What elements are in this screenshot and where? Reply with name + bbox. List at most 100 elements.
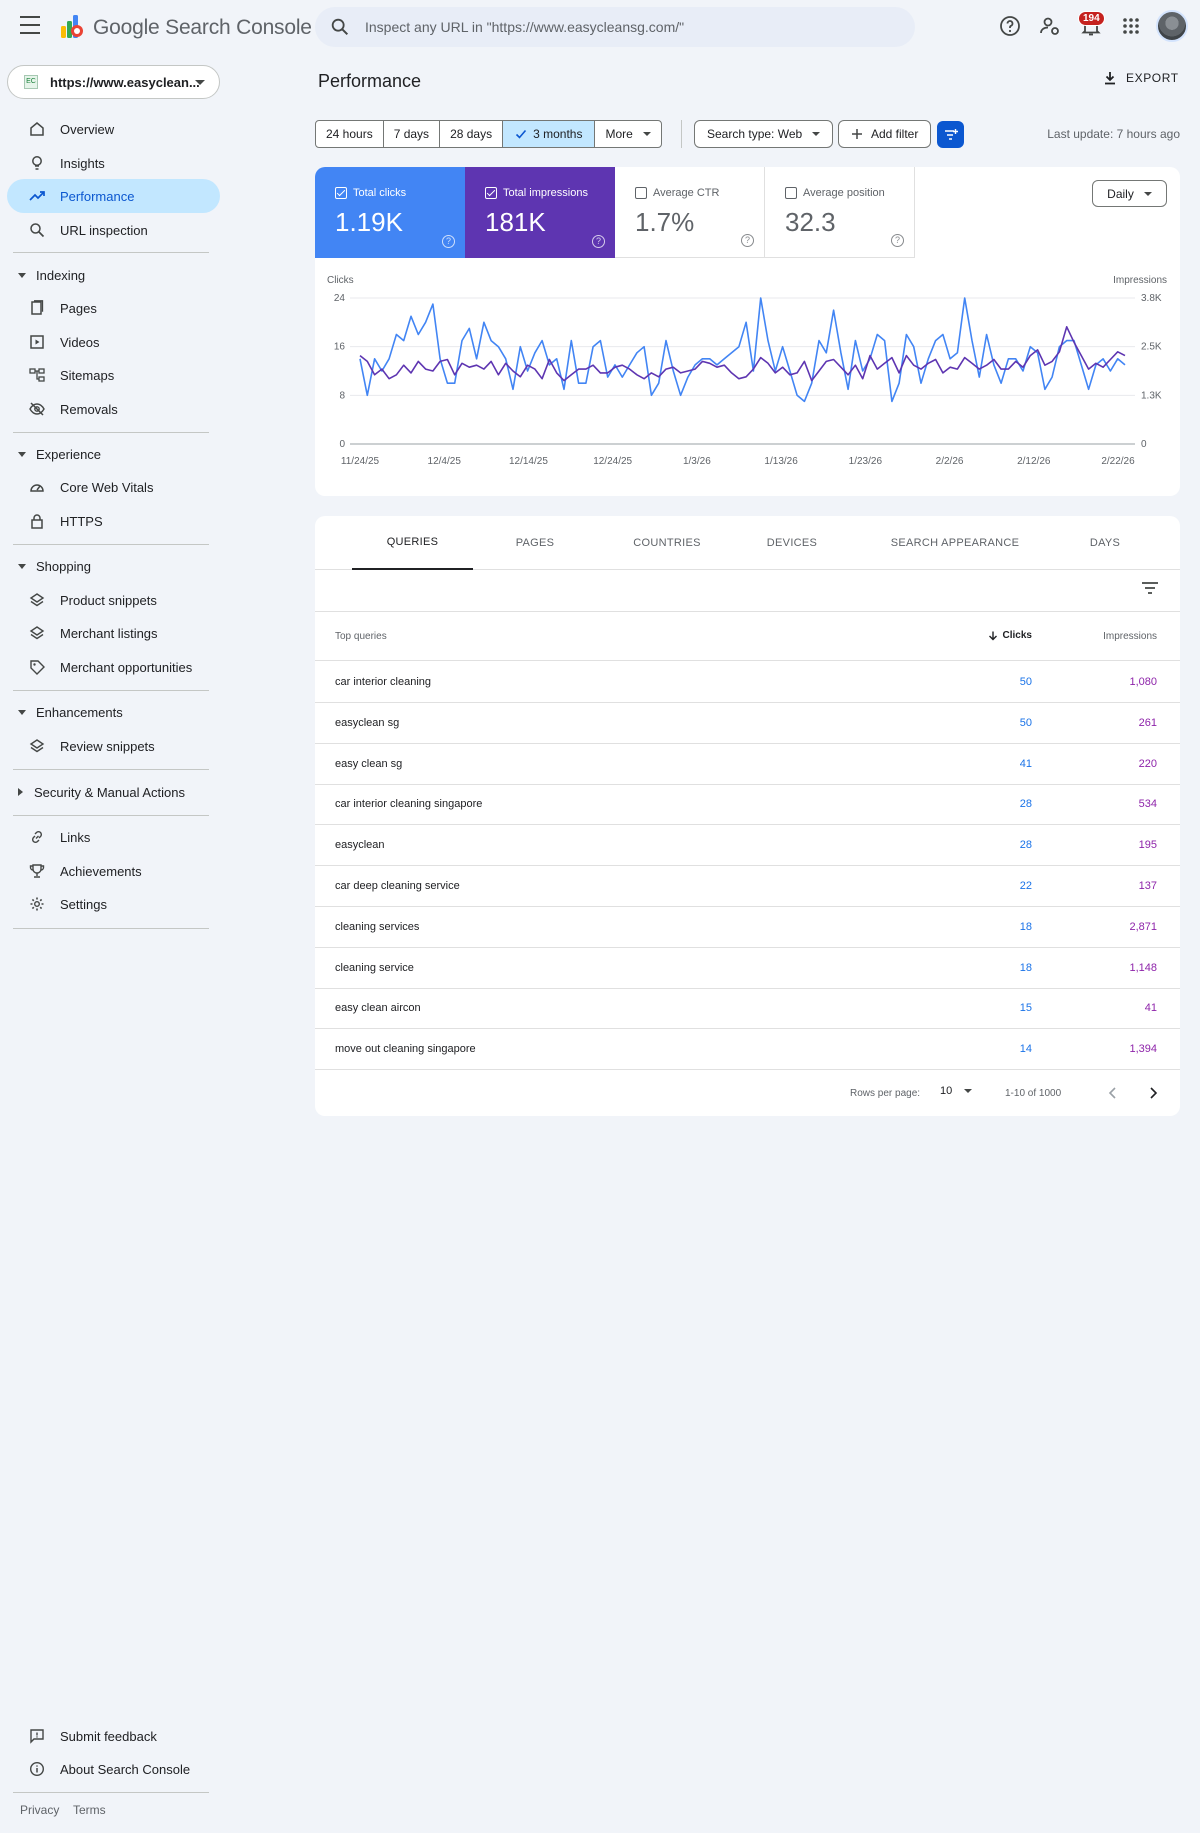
- search-type-filter[interactable]: Search type: Web: [694, 120, 834, 148]
- metric-average-ctr[interactable]: Average CTR 1.7% ?: [615, 167, 765, 258]
- table-row[interactable]: easyclean sg 50 261: [315, 703, 1180, 744]
- export-button[interactable]: EXPORT: [1102, 70, 1179, 86]
- section-experience[interactable]: Experience: [18, 442, 101, 466]
- help-icon[interactable]: ?: [891, 234, 904, 247]
- main-menu-icon[interactable]: [20, 16, 40, 34]
- nav-merchant-listings[interactable]: Merchant listings: [7, 616, 220, 650]
- column-impressions-header[interactable]: Impressions: [1103, 631, 1157, 642]
- chevron-down-icon: [1143, 191, 1152, 196]
- nav-sitemaps[interactable]: Sitemaps: [7, 358, 220, 392]
- nav-label: Merchant opportunities: [60, 659, 193, 675]
- metric-label: Total clicks: [335, 187, 406, 199]
- query-cell: easyclean sg: [335, 716, 400, 729]
- query-cell: car interior cleaning singapore: [335, 798, 483, 811]
- section-enhancements[interactable]: Enhancements: [18, 700, 123, 724]
- add-filter-button[interactable]: Add filter: [838, 120, 932, 148]
- rows-per-page-select[interactable]: 10: [940, 1085, 973, 1097]
- nav-links[interactable]: Links: [7, 820, 220, 854]
- query-cell: car interior cleaning: [335, 676, 431, 688]
- nav-label: HTTPS: [60, 513, 103, 529]
- range-3-months[interactable]: 3 months: [502, 120, 596, 148]
- range-24-hours[interactable]: 24 hours: [315, 120, 384, 148]
- apps-grid-icon[interactable]: [1119, 14, 1143, 38]
- nav-https[interactable]: HTTPS: [7, 504, 220, 538]
- nav-url-inspection[interactable]: URL inspection: [7, 213, 220, 247]
- tab-days[interactable]: DAYS: [1089, 537, 1121, 549]
- table-row[interactable]: car deep cleaning service 22 137: [315, 866, 1180, 907]
- nav-performance[interactable]: Performance: [7, 179, 220, 213]
- nav-submit-feedback[interactable]: Submit feedback: [7, 1719, 220, 1753]
- property-selector[interactable]: EC https://www.easyclean...: [7, 65, 220, 99]
- metric-label-text: Average CTR: [653, 187, 720, 199]
- arrow-down-icon: [988, 631, 997, 640]
- table-row[interactable]: car interior cleaning 50 1,080: [315, 662, 1180, 703]
- performance-line-chart: Clicks Impressions 24 3.8K 16 2.5K 8 1.3K 0 0 11/2…: [327, 275, 1167, 467]
- nav-divider: [13, 690, 209, 691]
- table-row[interactable]: easy clean sg 41 220: [315, 744, 1180, 785]
- privacy-link[interactable]: Privacy: [20, 1803, 60, 1817]
- collapse-arrow-icon: [18, 451, 26, 457]
- nav-core-web-vitals[interactable]: Core Web Vitals: [7, 470, 220, 504]
- nav-review-snippets[interactable]: Review snippets: [7, 729, 220, 763]
- nav-label: Core Web Vitals: [60, 479, 154, 495]
- section-indexing[interactable]: Indexing: [18, 263, 85, 287]
- terms-link[interactable]: Terms: [73, 1803, 106, 1817]
- range-7-days[interactable]: 7 days: [382, 120, 441, 148]
- column-clicks-header[interactable]: Clicks: [988, 630, 1032, 641]
- nav-divider: [13, 769, 209, 770]
- nav-achievements[interactable]: Achievements: [7, 854, 220, 888]
- range-28-days[interactable]: 28 days: [439, 120, 504, 148]
- table-row[interactable]: cleaning services 18 2,871: [315, 907, 1180, 948]
- filter-settings-button[interactable]: [937, 121, 964, 148]
- tab-queries[interactable]: QUERIES: [352, 516, 473, 570]
- nav-overview[interactable]: Overview: [7, 112, 220, 146]
- range-more[interactable]: More: [594, 120, 662, 148]
- metric-label: Total impressions: [485, 187, 588, 199]
- nav-product-snippets[interactable]: Product snippets: [7, 583, 220, 617]
- nav-about[interactable]: About Search Console: [7, 1752, 220, 1786]
- section-security[interactable]: Security & Manual Actions: [18, 780, 185, 804]
- collapse-arrow-icon: [18, 563, 26, 569]
- chevron-right-icon[interactable]: [1148, 1087, 1158, 1099]
- tab-pages[interactable]: PAGES: [515, 537, 555, 549]
- section-label: Security & Manual Actions: [34, 784, 186, 800]
- tab-search-appearance[interactable]: SEARCH APPEARANCE: [890, 537, 1020, 549]
- table-row[interactable]: car interior cleaning singapore 28 534: [315, 784, 1180, 826]
- user-settings-icon[interactable]: [1038, 14, 1062, 38]
- tab-countries[interactable]: COUNTRIES: [633, 537, 701, 549]
- nav-removals[interactable]: Removals: [7, 392, 220, 426]
- search-icon: [331, 18, 349, 36]
- account-avatar[interactable]: [1156, 10, 1188, 42]
- metric-total-impressions[interactable]: Total impressions 181K ?: [465, 167, 615, 258]
- help-icon[interactable]: ?: [592, 235, 605, 248]
- x-tick: 12/24/25: [593, 456, 632, 467]
- query-cell: car deep cleaning service: [335, 880, 460, 892]
- nav-pages[interactable]: Pages: [7, 291, 220, 325]
- search-input[interactable]: [365, 19, 865, 35]
- url-inspection-search[interactable]: [315, 7, 915, 47]
- chevron-left-icon[interactable]: [1108, 1087, 1118, 1099]
- nav-videos[interactable]: Videos: [7, 325, 220, 359]
- help-icon[interactable]: ?: [442, 235, 455, 248]
- nav-label: Removals: [60, 401, 118, 417]
- table-row[interactable]: easyclean 28 195: [315, 825, 1180, 867]
- section-shopping[interactable]: Shopping: [18, 554, 91, 578]
- help-icon[interactable]: [998, 14, 1022, 38]
- table-row[interactable]: move out cleaning singapore 14 1,394: [315, 1029, 1180, 1071]
- help-icon[interactable]: ?: [741, 234, 754, 247]
- filter-list-icon[interactable]: [1142, 582, 1158, 594]
- metric-total-clicks[interactable]: Total clicks 1.19K ?: [315, 167, 465, 258]
- nav-label: Achievements: [60, 863, 142, 879]
- pill-label: Add filter: [871, 127, 919, 141]
- granularity-select[interactable]: Daily: [1092, 180, 1167, 207]
- granularity-label: Daily: [1107, 186, 1134, 201]
- metric-value: 1.7%: [635, 207, 695, 237]
- table-row[interactable]: easy clean aircon 15 41: [315, 988, 1180, 1030]
- table-row[interactable]: cleaning service 18 1,148: [315, 948, 1180, 989]
- nav-insights[interactable]: Insights: [7, 146, 220, 180]
- tab-devices[interactable]: DEVICES: [766, 537, 818, 549]
- metric-average-position[interactable]: Average position 32.3 ?: [765, 167, 915, 258]
- nav-merchant-opportunities[interactable]: Merchant opportunities: [7, 650, 220, 684]
- x-tick: 2/12/26: [1017, 456, 1051, 467]
- nav-settings[interactable]: Settings: [7, 887, 220, 921]
